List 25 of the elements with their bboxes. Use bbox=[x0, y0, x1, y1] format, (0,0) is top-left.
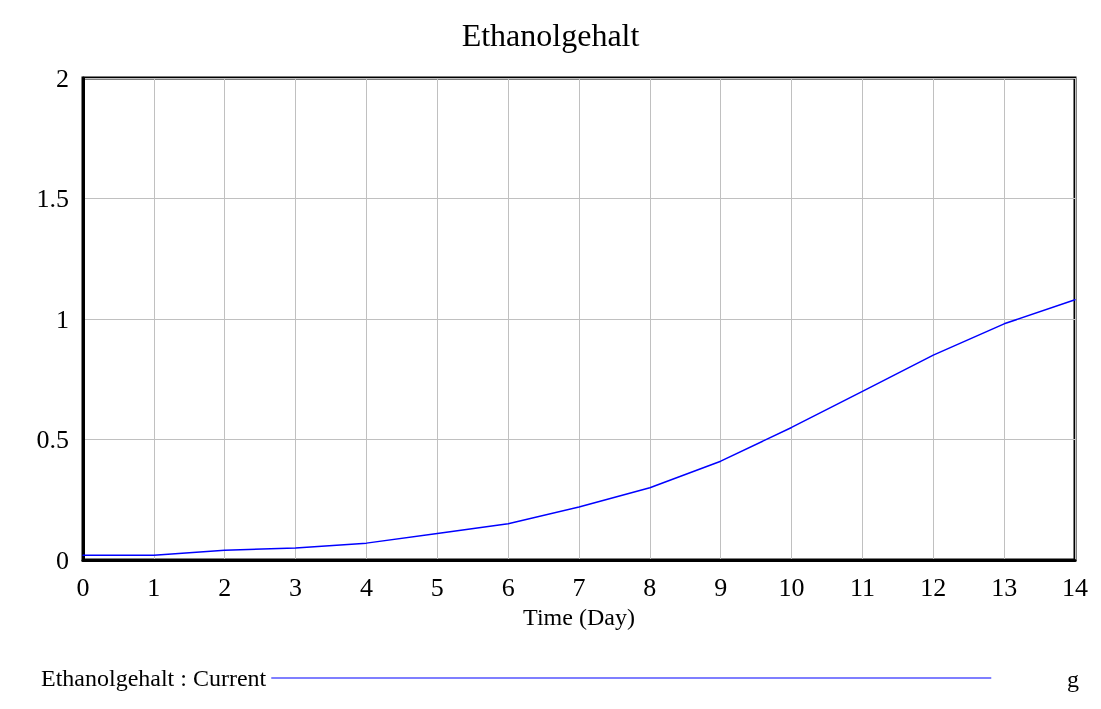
x-tick-label: 3 bbox=[289, 572, 303, 602]
x-tick-label: 6 bbox=[501, 572, 515, 602]
x-tick-label: 1 bbox=[147, 572, 161, 602]
x-tick-label: 14 bbox=[1062, 572, 1088, 602]
x-tick-label: 8 bbox=[643, 572, 657, 602]
y-tick-label: 1 bbox=[56, 304, 69, 334]
x-tick-label: 2 bbox=[218, 572, 232, 602]
text: g bbox=[1067, 666, 1079, 692]
x-tick-label: 13 bbox=[991, 572, 1018, 602]
x-tick-label: 9 bbox=[714, 572, 728, 602]
line-series bbox=[82, 298, 1076, 556]
x-axis-title: Time (Day) bbox=[523, 603, 635, 630]
x-tick-label: 5 bbox=[430, 572, 444, 602]
text: Ethanolgehalt : Current bbox=[40, 665, 267, 691]
x-tick-label: 12 bbox=[920, 572, 947, 602]
y-tick-label: 2 bbox=[56, 63, 69, 93]
x-tick-label: 10 bbox=[778, 572, 805, 602]
y-tick-label: 1.5 bbox=[36, 184, 69, 213]
y-tick-label: 0.5 bbox=[36, 425, 69, 454]
chart-title: Ethanolgehalt bbox=[461, 17, 640, 53]
x-tick-label: 7 bbox=[572, 572, 586, 602]
x-tick-label: 0 bbox=[76, 572, 90, 602]
x-tick-label: 4 bbox=[359, 572, 373, 602]
x-tick-label: 11 bbox=[849, 572, 875, 602]
y-tick-label: 0 bbox=[56, 545, 69, 575]
